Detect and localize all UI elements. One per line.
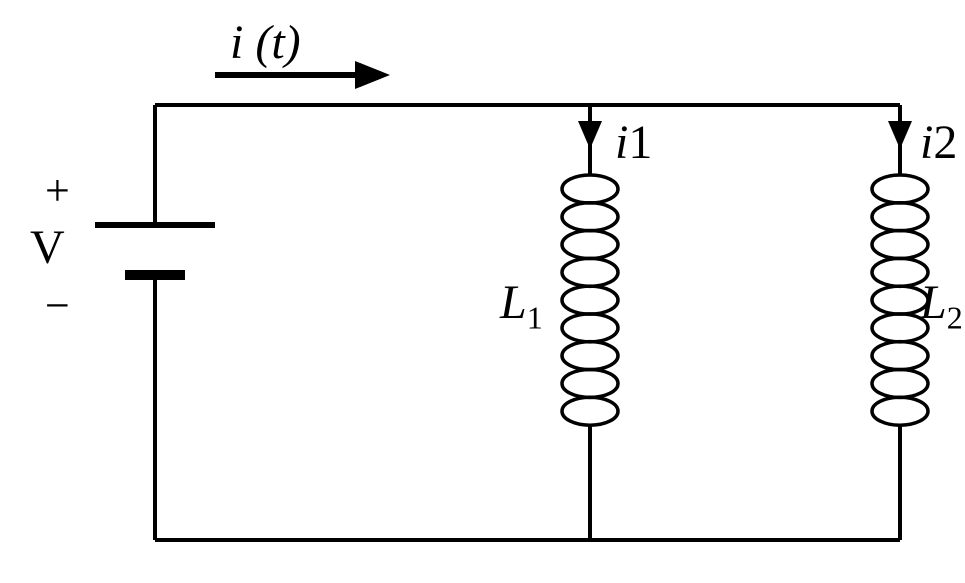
label-inductor-2: L2 (920, 275, 963, 337)
label-inductor-1: L1 (500, 275, 543, 337)
circuit-svg (20, 20, 965, 563)
label-voltage-minus: − (45, 280, 70, 331)
label-current-main: i (t) (230, 15, 301, 70)
label-current-1: i1 (615, 115, 652, 170)
label-current-2: i2 (920, 115, 957, 170)
circuit-diagram: i (t) + V − i1 i2 L1 L2 (20, 20, 965, 563)
label-voltage-plus: + (45, 165, 70, 216)
label-voltage: V (30, 220, 65, 275)
